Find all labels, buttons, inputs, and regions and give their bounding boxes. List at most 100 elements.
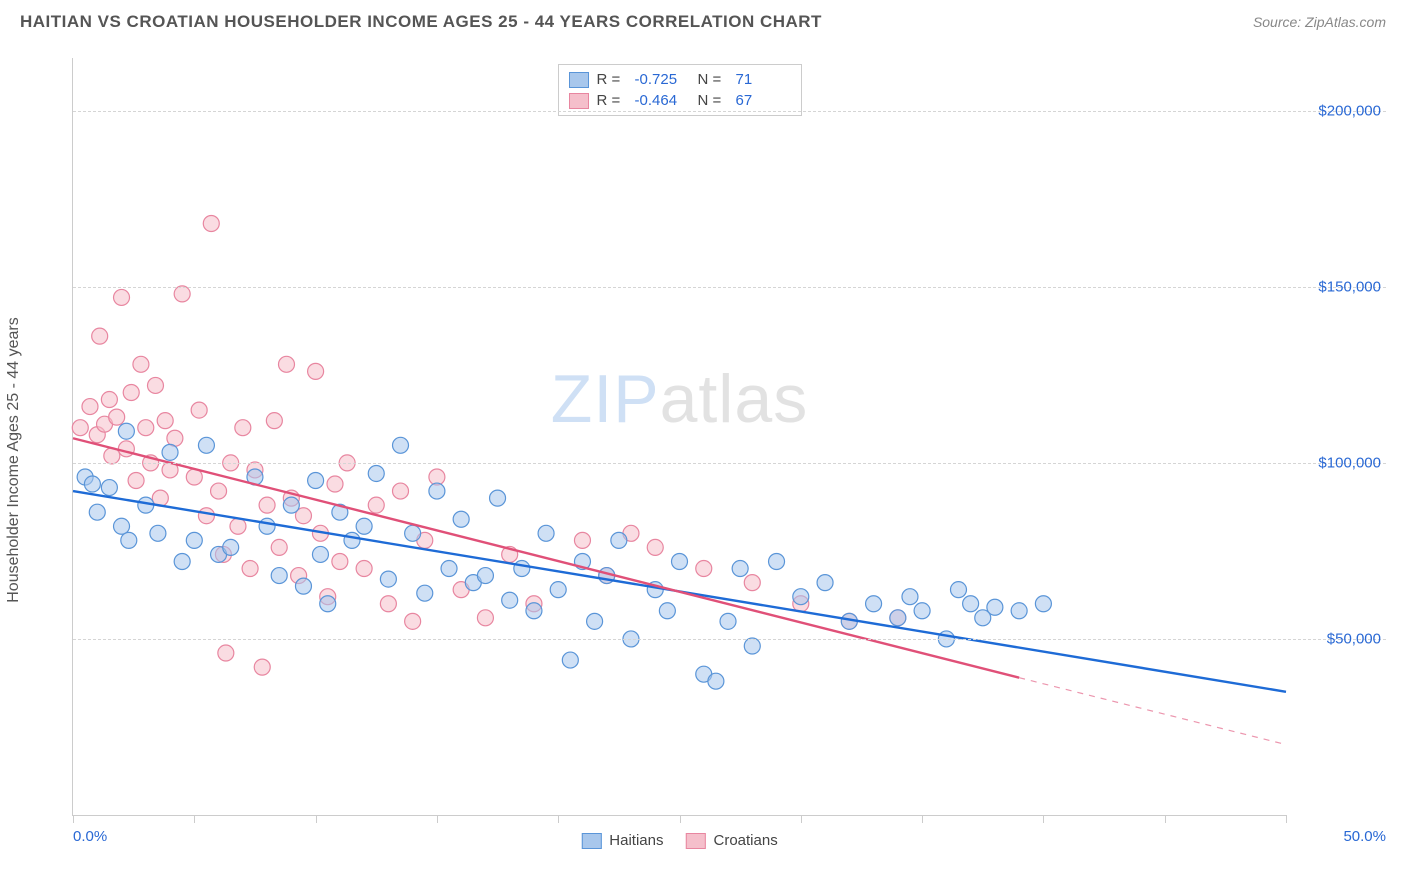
scatter-point	[453, 511, 469, 527]
scatter-point	[128, 473, 144, 489]
scatter-point	[914, 603, 930, 619]
scatter-point	[441, 561, 457, 577]
scatter-point	[278, 356, 294, 372]
x-tick	[922, 815, 923, 823]
scatter-point	[147, 377, 163, 393]
scatter-point	[477, 568, 493, 584]
scatter-point	[393, 483, 409, 499]
legend-item-croatians: Croatians	[686, 832, 778, 849]
chart-title: HAITIAN VS CROATIAN HOUSEHOLDER INCOME A…	[20, 12, 822, 32]
x-tick	[1165, 815, 1166, 823]
legend-item-haitians: Haitians	[581, 832, 663, 849]
r-prefix: R =	[597, 92, 627, 109]
scatter-point	[327, 476, 343, 492]
scatter-point	[344, 532, 360, 548]
scatter-point	[368, 497, 384, 513]
scatter-point	[356, 561, 372, 577]
scatter-point	[380, 571, 396, 587]
scatter-point	[950, 582, 966, 598]
scatter-point	[890, 610, 906, 626]
scatter-point	[114, 289, 130, 305]
scatter-point	[191, 402, 207, 418]
plot-area: ZIPatlas R = -0.725 N = 71 R = -0.464 N …	[72, 58, 1286, 816]
scatter-point	[866, 596, 882, 612]
gridline	[73, 463, 1386, 464]
n-prefix: N =	[698, 71, 728, 88]
scatter-point	[295, 578, 311, 594]
scatter-point	[118, 441, 134, 457]
scatter-point	[230, 518, 246, 534]
r-value-haitians: -0.725	[635, 71, 690, 88]
correlation-row-croatians: R = -0.464 N = 67	[569, 90, 791, 111]
scatter-point	[271, 568, 287, 584]
x-tick	[73, 815, 74, 823]
series-legend: Haitians Croatians	[581, 832, 777, 849]
scatter-point	[672, 553, 688, 569]
x-tick	[801, 815, 802, 823]
x-axis-max-label: 50.0%	[1343, 828, 1386, 845]
r-prefix: R =	[597, 71, 627, 88]
scatter-point	[162, 444, 178, 460]
scatter-point	[118, 423, 134, 439]
scatter-point	[138, 420, 154, 436]
scatter-point	[744, 638, 760, 654]
scatter-point	[574, 532, 590, 548]
scatter-point	[254, 659, 270, 675]
n-value-croatians: 67	[736, 92, 791, 109]
x-tick	[316, 815, 317, 823]
x-tick	[1286, 815, 1287, 823]
gridline	[73, 639, 1386, 640]
scatter-point	[817, 575, 833, 591]
legend-swatch-haitians	[581, 833, 601, 849]
scatter-point	[203, 215, 219, 231]
regression-extension	[1019, 678, 1286, 745]
scatter-point	[320, 596, 336, 612]
scatter-point	[696, 561, 712, 577]
scatter-point	[283, 497, 299, 513]
source-attribution: Source: ZipAtlas.com	[1253, 14, 1386, 30]
scatter-point	[502, 592, 518, 608]
scatter-point	[611, 532, 627, 548]
x-tick	[1043, 815, 1044, 823]
scatter-point	[720, 613, 736, 629]
scatter-point	[259, 518, 275, 534]
scatter-point	[133, 356, 149, 372]
scatter-point	[308, 363, 324, 379]
scatter-point	[538, 525, 554, 541]
scatter-point	[121, 532, 137, 548]
scatter-point	[186, 532, 202, 548]
scatter-point	[659, 603, 675, 619]
gridline	[73, 287, 1386, 288]
scatter-point	[417, 585, 433, 601]
scatter-point	[1035, 596, 1051, 612]
x-tick	[558, 815, 559, 823]
x-tick	[194, 815, 195, 823]
scatter-point	[242, 561, 258, 577]
scatter-point	[123, 384, 139, 400]
legend-label-haitians: Haitians	[609, 832, 663, 849]
scatter-point	[198, 437, 214, 453]
scatter-point	[429, 483, 445, 499]
scatter-point	[368, 465, 384, 481]
scatter-point	[708, 673, 724, 689]
scatter-point	[380, 596, 396, 612]
legend-swatch-croatians	[686, 833, 706, 849]
source-name: ZipAtlas.com	[1305, 14, 1386, 30]
scatter-point	[198, 508, 214, 524]
scatter-point	[769, 553, 785, 569]
source-prefix: Source:	[1253, 14, 1305, 30]
y-tick-label: $200,000	[1291, 102, 1381, 119]
x-tick	[437, 815, 438, 823]
scatter-point	[92, 328, 108, 344]
scatter-point	[405, 525, 421, 541]
scatter-point	[89, 504, 105, 520]
legend-swatch-croatians	[569, 93, 589, 109]
scatter-point	[101, 480, 117, 496]
chart-area: Householder Income Ages 25 - 44 years ZI…	[20, 48, 1386, 872]
scatter-point	[587, 613, 603, 629]
scatter-point	[405, 613, 421, 629]
scatter-point	[477, 610, 493, 626]
scatter-svg	[73, 58, 1286, 815]
y-axis-label: Householder Income Ages 25 - 44 years	[5, 317, 23, 603]
y-tick-label: $150,000	[1291, 278, 1381, 295]
